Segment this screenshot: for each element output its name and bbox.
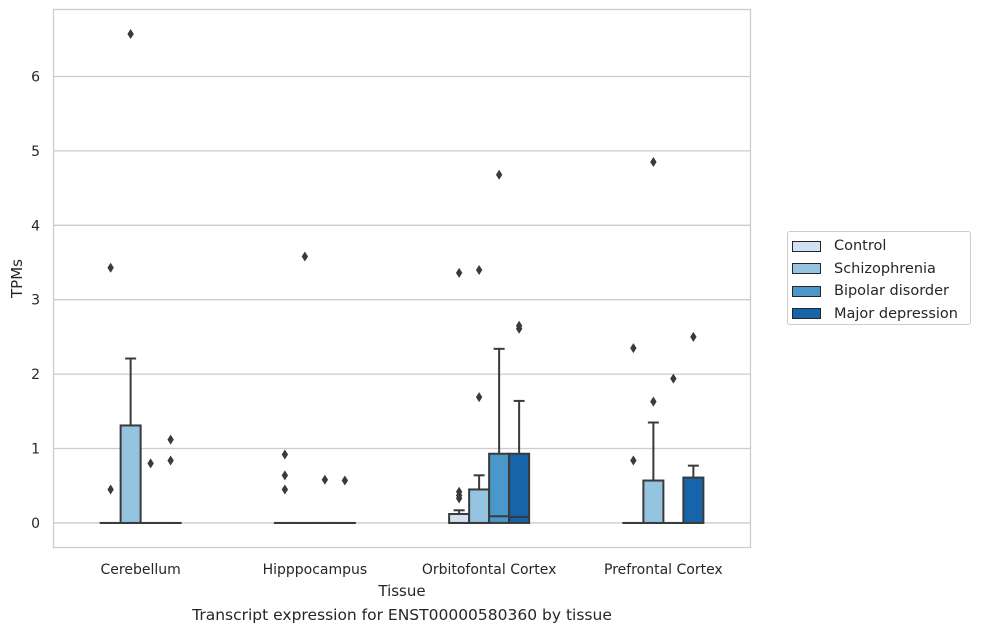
box-major-depression-3 xyxy=(682,331,705,524)
outlier-point xyxy=(650,157,657,168)
box-bipolar-disorder-0 xyxy=(139,458,162,524)
box-control-1 xyxy=(273,449,296,524)
outlier-point xyxy=(690,331,697,342)
outlier-point xyxy=(147,458,154,469)
outlier-point xyxy=(281,449,289,460)
box-body xyxy=(682,476,705,524)
legend-label-bipolar-disorder: Bipolar disorder xyxy=(834,283,949,300)
legend-swatch-schizophrenia xyxy=(792,263,821,275)
outlier-point xyxy=(455,267,463,278)
outlier-point xyxy=(495,169,503,180)
outlier-point xyxy=(167,455,174,466)
y-tick-label-3: 3 xyxy=(31,293,40,309)
box-body xyxy=(468,488,491,524)
box-body xyxy=(119,424,142,524)
outlier-point xyxy=(650,396,657,407)
x-axis-label: Tissue xyxy=(377,582,425,600)
legend-item-control: Control xyxy=(792,235,970,258)
outlier-point xyxy=(670,373,677,384)
outlier-point xyxy=(455,486,463,497)
y-tick-label-1: 1 xyxy=(31,442,40,458)
box-schizophrenia-1 xyxy=(293,251,316,524)
box-major-depression-1 xyxy=(333,475,356,524)
legend-item-major-depression: Major depression xyxy=(792,303,970,326)
legend: Control Schizophrenia Bipolar disorder M… xyxy=(787,231,971,325)
x-tick-label-prefrontal-cortex: Prefrontal Cortex xyxy=(604,562,723,578)
legend-swatch-control xyxy=(792,240,821,252)
box-control-0 xyxy=(99,262,122,524)
legend-swatch-bipolar-disorder xyxy=(792,285,821,297)
y-tick-label-2: 2 xyxy=(31,367,40,383)
x-tick-label-cerebellum: Cerebellum xyxy=(101,562,181,578)
box-major-depression-0 xyxy=(159,434,182,524)
figure-caption: Transcript expression for ENST0000058036… xyxy=(192,606,612,624)
box-schizophrenia-0 xyxy=(119,29,142,524)
legend-label-control: Control xyxy=(834,238,887,255)
y-axis-ticks: 0 1 2 3 4 5 6 xyxy=(31,69,40,531)
box-bipolar-disorder-1 xyxy=(313,474,336,524)
outlier-point xyxy=(281,470,289,481)
box-control-3 xyxy=(622,343,645,524)
outlier-point xyxy=(630,455,637,466)
outlier-point xyxy=(475,264,483,275)
legend-item-schizophrenia: Schizophrenia xyxy=(792,258,970,281)
outlier-point xyxy=(341,475,349,486)
outlier-point xyxy=(630,343,637,354)
legend-item-bipolar-disorder: Bipolar disorder xyxy=(792,280,970,303)
outlier-point xyxy=(475,392,483,403)
box-bipolar-disorder-2 xyxy=(488,169,511,524)
box-body xyxy=(642,479,665,524)
outlier-point xyxy=(281,484,289,495)
box-control-2 xyxy=(448,267,471,524)
legend-label-major-depression: Major depression xyxy=(834,305,958,322)
y-tick-label-0: 0 xyxy=(31,516,40,532)
legend-label-schizophrenia: Schizophrenia xyxy=(834,260,936,277)
box-body xyxy=(448,513,471,524)
box-schizophrenia-2 xyxy=(468,264,491,524)
plot-area-frame xyxy=(52,8,752,549)
boxes xyxy=(99,29,705,524)
box-body xyxy=(508,452,531,524)
legend-swatch-major-depression xyxy=(792,308,821,320)
x-tick-label-hipppocampus: Hipppocampus xyxy=(263,562,368,578)
outlier-point xyxy=(167,434,174,445)
y-tick-label-4: 4 xyxy=(31,218,40,234)
y-axis-label: TPMs xyxy=(8,259,26,299)
box-major-depression-2 xyxy=(508,320,531,524)
outlier-point xyxy=(127,29,134,40)
gridlines xyxy=(53,75,751,524)
outlier-point xyxy=(301,251,309,262)
box-body xyxy=(488,452,511,524)
outlier-point xyxy=(107,484,114,495)
outlier-point xyxy=(321,474,329,485)
y-tick-label-5: 5 xyxy=(31,144,40,160)
box-schizophrenia-3 xyxy=(642,157,665,524)
x-tick-label-orbitofontal-cortex: Orbitofontal Cortex xyxy=(422,562,557,578)
outlier-point xyxy=(515,320,523,331)
y-tick-label-6: 6 xyxy=(31,69,40,85)
x-axis-ticks: Cerebellum Hipppocampus Orbitofontal Corte… xyxy=(101,562,723,578)
outlier-point xyxy=(107,262,114,273)
